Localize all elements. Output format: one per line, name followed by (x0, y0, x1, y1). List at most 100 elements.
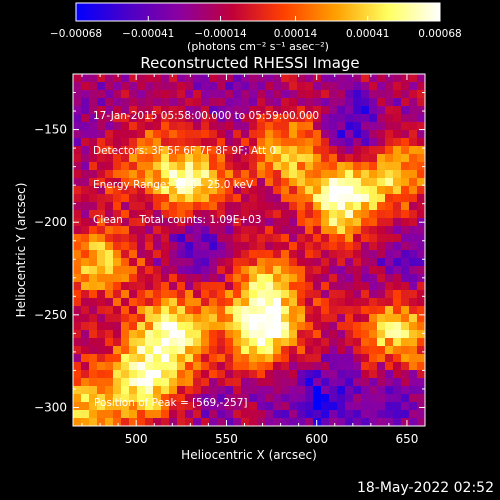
heatmap-cell (225, 314, 234, 323)
heatmap-cell (401, 194, 410, 203)
heatmap-cell (89, 138, 98, 147)
heatmap-cell (265, 218, 274, 227)
heatmap-cell (129, 210, 138, 219)
heatmap-cell (137, 74, 146, 83)
heatmap-cell (129, 98, 138, 107)
heatmap-cell (305, 178, 314, 187)
heatmap-cell (177, 410, 186, 419)
heatmap-cell (377, 194, 386, 203)
heatmap-cell (353, 138, 362, 147)
heatmap-cell (353, 122, 362, 131)
heatmap-cell (217, 402, 226, 411)
heatmap-cell (257, 146, 266, 155)
heatmap-cell (185, 226, 194, 235)
heatmap-cell (361, 74, 370, 83)
heatmap-cell (297, 82, 306, 91)
heatmap-cell (417, 154, 425, 163)
heatmap-cell (201, 314, 210, 323)
heatmap-cell (297, 314, 306, 323)
heatmap-cell (321, 362, 330, 371)
heatmap-cell (241, 226, 250, 235)
heatmap-cell (305, 194, 314, 203)
heatmap-cell (409, 162, 418, 171)
heatmap-cell (369, 346, 378, 355)
heatmap-cell (105, 98, 114, 107)
heatmap-cell (193, 114, 202, 123)
heatmap-cell (177, 314, 186, 323)
heatmap-cell (73, 298, 82, 307)
heatmap-cell (177, 258, 186, 267)
heatmap-cell (193, 386, 202, 395)
heatmap-cell (161, 306, 170, 315)
heatmap-cell (321, 202, 330, 211)
heatmap-cell (313, 218, 322, 227)
heatmap-cell (313, 386, 322, 395)
heatmap-cell (401, 74, 410, 83)
heatmap-cell (185, 138, 194, 147)
heatmap-cell (185, 106, 194, 115)
heatmap-cell (113, 186, 122, 195)
heatmap-cell (297, 298, 306, 307)
heatmap-cell (241, 202, 250, 211)
heatmap-cell (257, 170, 266, 179)
heatmap-cell (385, 266, 394, 275)
heatmap-cell (417, 298, 425, 307)
heatmap-cell (345, 170, 354, 179)
heatmap-cell (233, 370, 242, 379)
heatmap-cell (121, 226, 130, 235)
heatmap-cell (225, 210, 234, 219)
heatmap-cell (313, 290, 322, 299)
heatmap-cell (281, 378, 290, 387)
heatmap-cell (281, 330, 290, 339)
heatmap-cell (185, 114, 194, 123)
heatmap-cell (289, 394, 298, 403)
heatmap-cell (161, 322, 170, 331)
heatmap-cell (361, 178, 370, 187)
heatmap-cell (257, 106, 266, 115)
heatmap-cell (281, 402, 290, 411)
heatmap-cell (89, 402, 98, 411)
heatmap-cell (129, 418, 138, 426)
heatmap-cell (257, 186, 266, 195)
heatmap-cell (169, 170, 178, 179)
heatmap-cell (193, 346, 202, 355)
heatmap-cell (193, 90, 202, 99)
heatmap-cell (289, 82, 298, 91)
heatmap-cell (145, 266, 154, 275)
heatmap-cell (337, 282, 346, 291)
heatmap-cell (417, 98, 425, 107)
heatmap-cell (369, 290, 378, 299)
heatmap-cell (361, 130, 370, 139)
heatmap-cell (265, 410, 274, 419)
heatmap-cell (377, 394, 386, 403)
heatmap-cell (377, 130, 386, 139)
heatmap-cell (345, 242, 354, 251)
heatmap-cell (289, 386, 298, 395)
heatmap-cell (401, 402, 410, 411)
heatmap-cell (377, 290, 386, 299)
heatmap-cell (289, 410, 298, 419)
heatmap-cell (241, 274, 250, 283)
heatmap-cell (361, 234, 370, 243)
heatmap-cell (185, 378, 194, 387)
heatmap-cell (305, 170, 314, 179)
heatmap-cell (185, 274, 194, 283)
heatmap-cell (297, 146, 306, 155)
heatmap-cell (241, 330, 250, 339)
heatmap-cell (129, 226, 138, 235)
heatmap-cell (401, 258, 410, 267)
heatmap-cell (153, 250, 162, 259)
heatmap-cell (113, 226, 122, 235)
heatmap-cell (81, 346, 90, 355)
heatmap-cell (369, 122, 378, 131)
heatmap-cell (233, 266, 242, 275)
heatmap-cell (233, 202, 242, 211)
heatmap-cell (113, 242, 122, 251)
heatmap-cell (169, 154, 178, 163)
heatmap-cell (153, 410, 162, 419)
heatmap-cell (193, 122, 202, 131)
heatmap-cell (257, 226, 266, 235)
heatmap-cell (177, 162, 186, 171)
heatmap-cell (217, 170, 226, 179)
heatmap-cell (233, 82, 242, 91)
